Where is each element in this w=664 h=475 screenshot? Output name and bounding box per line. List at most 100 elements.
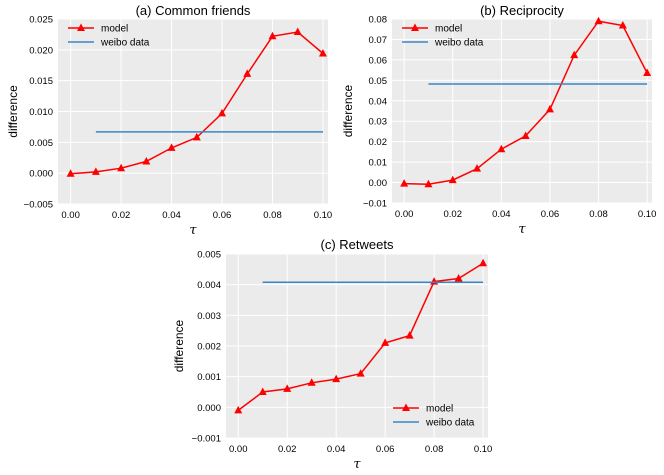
model-point bbox=[473, 164, 482, 172]
chart-panel-2: −0.01 0.00 0.01 0.02 0.03 0.04 0.05 0.06 0.07 0.0… bbox=[341, 3, 656, 237]
x-axis-label: τ bbox=[353, 457, 361, 472]
legend-label-weibo-data: weibo data bbox=[100, 38, 150, 49]
model-point bbox=[479, 258, 488, 267]
y-tick-label: 0.05 bbox=[369, 76, 388, 87]
model-point bbox=[218, 108, 227, 117]
x-tick-label: 0.02 bbox=[443, 209, 462, 220]
y-axis-label: difference bbox=[341, 84, 355, 137]
legend-label-model: model bbox=[426, 404, 453, 415]
legend-label-model: model bbox=[101, 24, 128, 35]
y-tick-label: 0.06 bbox=[369, 55, 388, 66]
x-tick-label: 0.04 bbox=[327, 444, 346, 455]
model-point bbox=[448, 175, 457, 184]
x-tick-label: 0.04 bbox=[162, 210, 181, 221]
legend-label-weibo-data: weibo data bbox=[434, 38, 484, 49]
y-tick-label: 0.000 bbox=[197, 403, 221, 414]
model-point bbox=[91, 167, 100, 175]
x-tick-label: 0.10 bbox=[474, 444, 493, 455]
chart-title: (c) Retweets bbox=[321, 237, 394, 252]
model-point bbox=[356, 369, 365, 377]
y-tick-label: 0.08 bbox=[369, 15, 388, 26]
x-tick-label: 0.06 bbox=[541, 209, 560, 220]
y-axis-label: difference bbox=[172, 319, 186, 372]
y-tick-label: 0.000 bbox=[29, 169, 53, 180]
model-point bbox=[332, 374, 341, 383]
model-point bbox=[643, 68, 652, 76]
model-point bbox=[400, 179, 409, 187]
model-point bbox=[594, 16, 603, 25]
chart-panel-3: −0.001 0.000 0.001 0.002 0.003 0.004 0.005 0.00… bbox=[172, 237, 492, 472]
y-tick-label: 0.01 bbox=[369, 158, 388, 169]
x-tick-label: 0.06 bbox=[213, 210, 232, 221]
x-tick-label: 0.00 bbox=[395, 209, 414, 220]
y-tick-label: 0.010 bbox=[29, 107, 53, 118]
y-axis-label: difference bbox=[6, 85, 20, 138]
model-point bbox=[283, 384, 292, 392]
y-tick-label: 0.002 bbox=[197, 342, 221, 353]
model-point bbox=[258, 387, 267, 395]
y-tick-label: 0.025 bbox=[29, 15, 53, 26]
x-axis-label: τ bbox=[189, 223, 197, 238]
model-point bbox=[570, 50, 579, 59]
model-point bbox=[424, 179, 433, 188]
legend: model weibo data bbox=[68, 23, 150, 49]
y-tick-label: −0.01 bbox=[363, 199, 387, 210]
x-tick-label: 0.04 bbox=[492, 209, 511, 220]
y-tick-label: 0.07 bbox=[369, 35, 388, 46]
model-point bbox=[66, 169, 75, 177]
y-tick-label: 0.001 bbox=[197, 372, 221, 383]
x-tick-label: 0.10 bbox=[314, 210, 333, 221]
model-point bbox=[618, 21, 627, 29]
model-point bbox=[454, 274, 463, 282]
x-tick-label: 0.08 bbox=[589, 209, 608, 220]
model-point bbox=[293, 27, 302, 35]
y-tick-label: 0.00 bbox=[369, 178, 388, 189]
model-point bbox=[405, 331, 414, 339]
legend-label-weibo-data: weibo data bbox=[425, 418, 475, 429]
legend-marker-model bbox=[411, 23, 419, 31]
legend: model weibo data bbox=[402, 23, 484, 49]
legend-label-model: model bbox=[435, 24, 462, 35]
model-point bbox=[268, 31, 277, 40]
x-tick-label: 0.08 bbox=[425, 444, 444, 455]
y-tick-label: 0.04 bbox=[369, 96, 388, 107]
y-tick-label: −0.001 bbox=[192, 434, 221, 445]
y-tick-label: 0.03 bbox=[369, 117, 388, 128]
plot-area bbox=[392, 19, 652, 203]
legend-marker-model bbox=[77, 23, 85, 31]
model-point bbox=[318, 49, 327, 57]
y-tick-label: 0.020 bbox=[29, 45, 53, 56]
model-point bbox=[142, 156, 151, 165]
chart-title: (a) Common friends bbox=[136, 3, 251, 18]
legend: model weibo data bbox=[393, 403, 475, 429]
y-tick-label: 0.005 bbox=[197, 250, 221, 261]
chart-title: (b) Reciprocity bbox=[480, 3, 564, 18]
y-tick-label: 0.003 bbox=[197, 311, 221, 322]
model-point bbox=[192, 132, 201, 141]
x-tick-label: 0.06 bbox=[376, 444, 395, 455]
chart-panel-1: −0.005 0.000 0.005 0.010 0.015 0.020 0.025 0.00… bbox=[6, 3, 332, 238]
model-point bbox=[167, 143, 176, 151]
model-point bbox=[497, 144, 506, 153]
x-tick-label: 0.02 bbox=[112, 210, 131, 221]
y-tick-label: 0.02 bbox=[369, 137, 388, 148]
x-tick-label: 0.10 bbox=[638, 209, 657, 220]
y-tick-label: −0.005 bbox=[24, 200, 53, 211]
x-axis-label: τ bbox=[518, 222, 526, 237]
legend-marker-model bbox=[402, 403, 410, 411]
y-tick-label: 0.004 bbox=[197, 280, 221, 291]
model-point bbox=[381, 338, 390, 346]
model-point bbox=[234, 405, 243, 414]
model-point bbox=[307, 378, 316, 386]
model-point bbox=[243, 69, 252, 77]
x-tick-label: 0.08 bbox=[263, 210, 282, 221]
model-point bbox=[117, 163, 126, 172]
model-point bbox=[521, 131, 530, 139]
x-tick-label: 0.00 bbox=[229, 444, 248, 455]
x-tick-label: 0.00 bbox=[61, 210, 80, 221]
x-tick-label: 0.02 bbox=[278, 444, 297, 455]
model-point bbox=[545, 104, 554, 113]
y-tick-label: 0.005 bbox=[29, 138, 53, 149]
y-tick-label: 0.015 bbox=[29, 76, 53, 87]
